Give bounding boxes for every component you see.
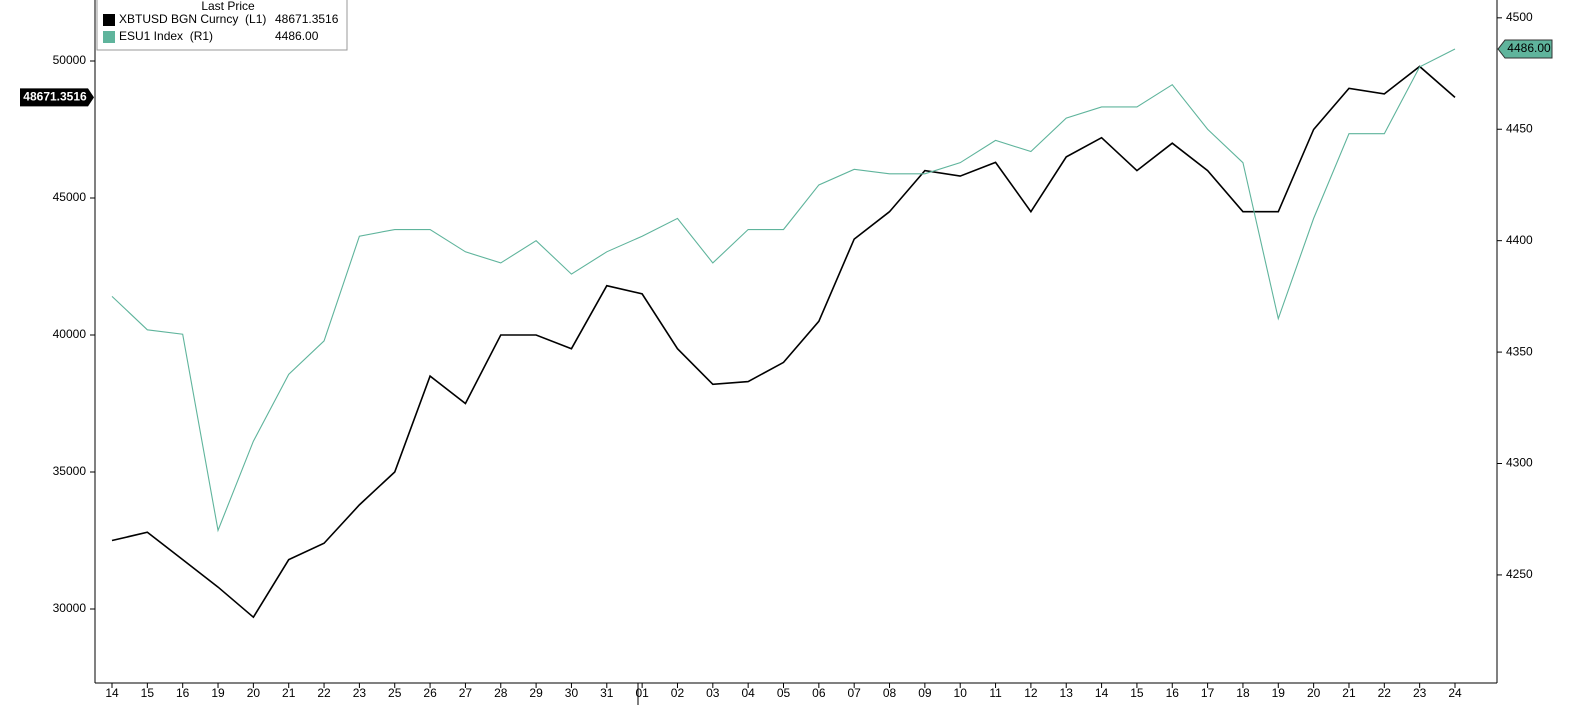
x-tick-label: 21 — [1342, 686, 1356, 700]
x-tick-label: 21 — [282, 686, 296, 700]
last-value-tag — [1497, 39, 1553, 59]
x-tick-label: 24 — [1448, 686, 1462, 700]
y-tick-label: 30000 — [53, 601, 87, 615]
legend-box — [96, 0, 348, 51]
x-tick-label: 12 — [1024, 686, 1038, 700]
y-tick-label: 50000 — [53, 53, 87, 67]
x-tick-label: 30 — [565, 686, 579, 700]
y2-tick-label: 4500 — [1506, 10, 1533, 24]
x-tick-label: 20 — [247, 686, 261, 700]
x-tick-label: 03 — [706, 686, 720, 700]
x-tick-label: 15 — [1130, 686, 1144, 700]
legend-value: 48671.3516 — [275, 12, 339, 26]
y-tick-label: 35000 — [53, 464, 87, 478]
x-tick-label: 22 — [1378, 686, 1392, 700]
y2-tick-label: 4250 — [1506, 567, 1533, 581]
x-tick-label: 23 — [1413, 686, 1427, 700]
x-tick-label: 16 — [1166, 686, 1180, 700]
x-tick-label: 19 — [1272, 686, 1286, 700]
y2-tick-label: 4450 — [1506, 121, 1533, 135]
legend: Last Price — [96, 0, 348, 51]
x-tick-label: 02 — [671, 686, 685, 700]
x-tick-label: 28 — [494, 686, 508, 700]
y2-tick-label: 4350 — [1506, 344, 1533, 358]
x-tick-label: 08 — [883, 686, 897, 700]
x-tick-label: 13 — [1060, 686, 1074, 700]
x-tick-label: 05 — [777, 686, 791, 700]
x-tick-label: 22 — [317, 686, 331, 700]
y-tick-label: 45000 — [53, 190, 87, 204]
x-tick-label: 14 — [1095, 686, 1109, 700]
x-tick-label: 07 — [848, 686, 862, 700]
legend-swatch — [103, 14, 115, 26]
x-tick-label: 16 — [176, 686, 190, 700]
x-tick-label: 15 — [141, 686, 155, 700]
legend-label: ESU1 Index (R1) — [119, 29, 213, 43]
legend-title: Last Price — [201, 0, 255, 13]
legend-value: 4486.00 — [275, 29, 319, 43]
x-tick-label: 04 — [741, 686, 755, 700]
x-tick-label: 09 — [918, 686, 932, 700]
x-tick-label: 14 — [105, 686, 119, 700]
last-value-label: 4486.00 — [1507, 41, 1551, 55]
x-tick-label: 17 — [1201, 686, 1215, 700]
x-tick-label: 25 — [388, 686, 402, 700]
last-value-tag — [20, 88, 94, 107]
x-tick-label: 19 — [211, 686, 225, 700]
y2-tick-label: 4400 — [1506, 233, 1533, 247]
x-tick-label: 27 — [459, 686, 473, 700]
y2-tick-label: 4300 — [1506, 456, 1533, 470]
legend-swatch — [103, 31, 115, 43]
x-tick-label: 11 — [989, 686, 1002, 700]
last-value-label: 48671.3516 — [23, 90, 87, 104]
series-line — [111, 48, 1456, 533]
x-tick-label: 20 — [1307, 686, 1321, 700]
x-tick-label: 31 — [600, 686, 614, 700]
x-tick-label: 10 — [954, 686, 968, 700]
x-tick-label: 26 — [423, 686, 437, 700]
series-line — [111, 65, 1456, 619]
legend-label: XBTUSD BGN Curncy (L1) — [119, 12, 266, 26]
y-tick-label: 40000 — [53, 327, 87, 341]
x-tick-label: 06 — [812, 686, 826, 700]
x-tick-label: 23 — [353, 686, 367, 700]
x-tick-label: 18 — [1236, 686, 1250, 700]
x-tick-label: 29 — [529, 686, 543, 700]
x-tick-label: 01 — [635, 686, 649, 700]
